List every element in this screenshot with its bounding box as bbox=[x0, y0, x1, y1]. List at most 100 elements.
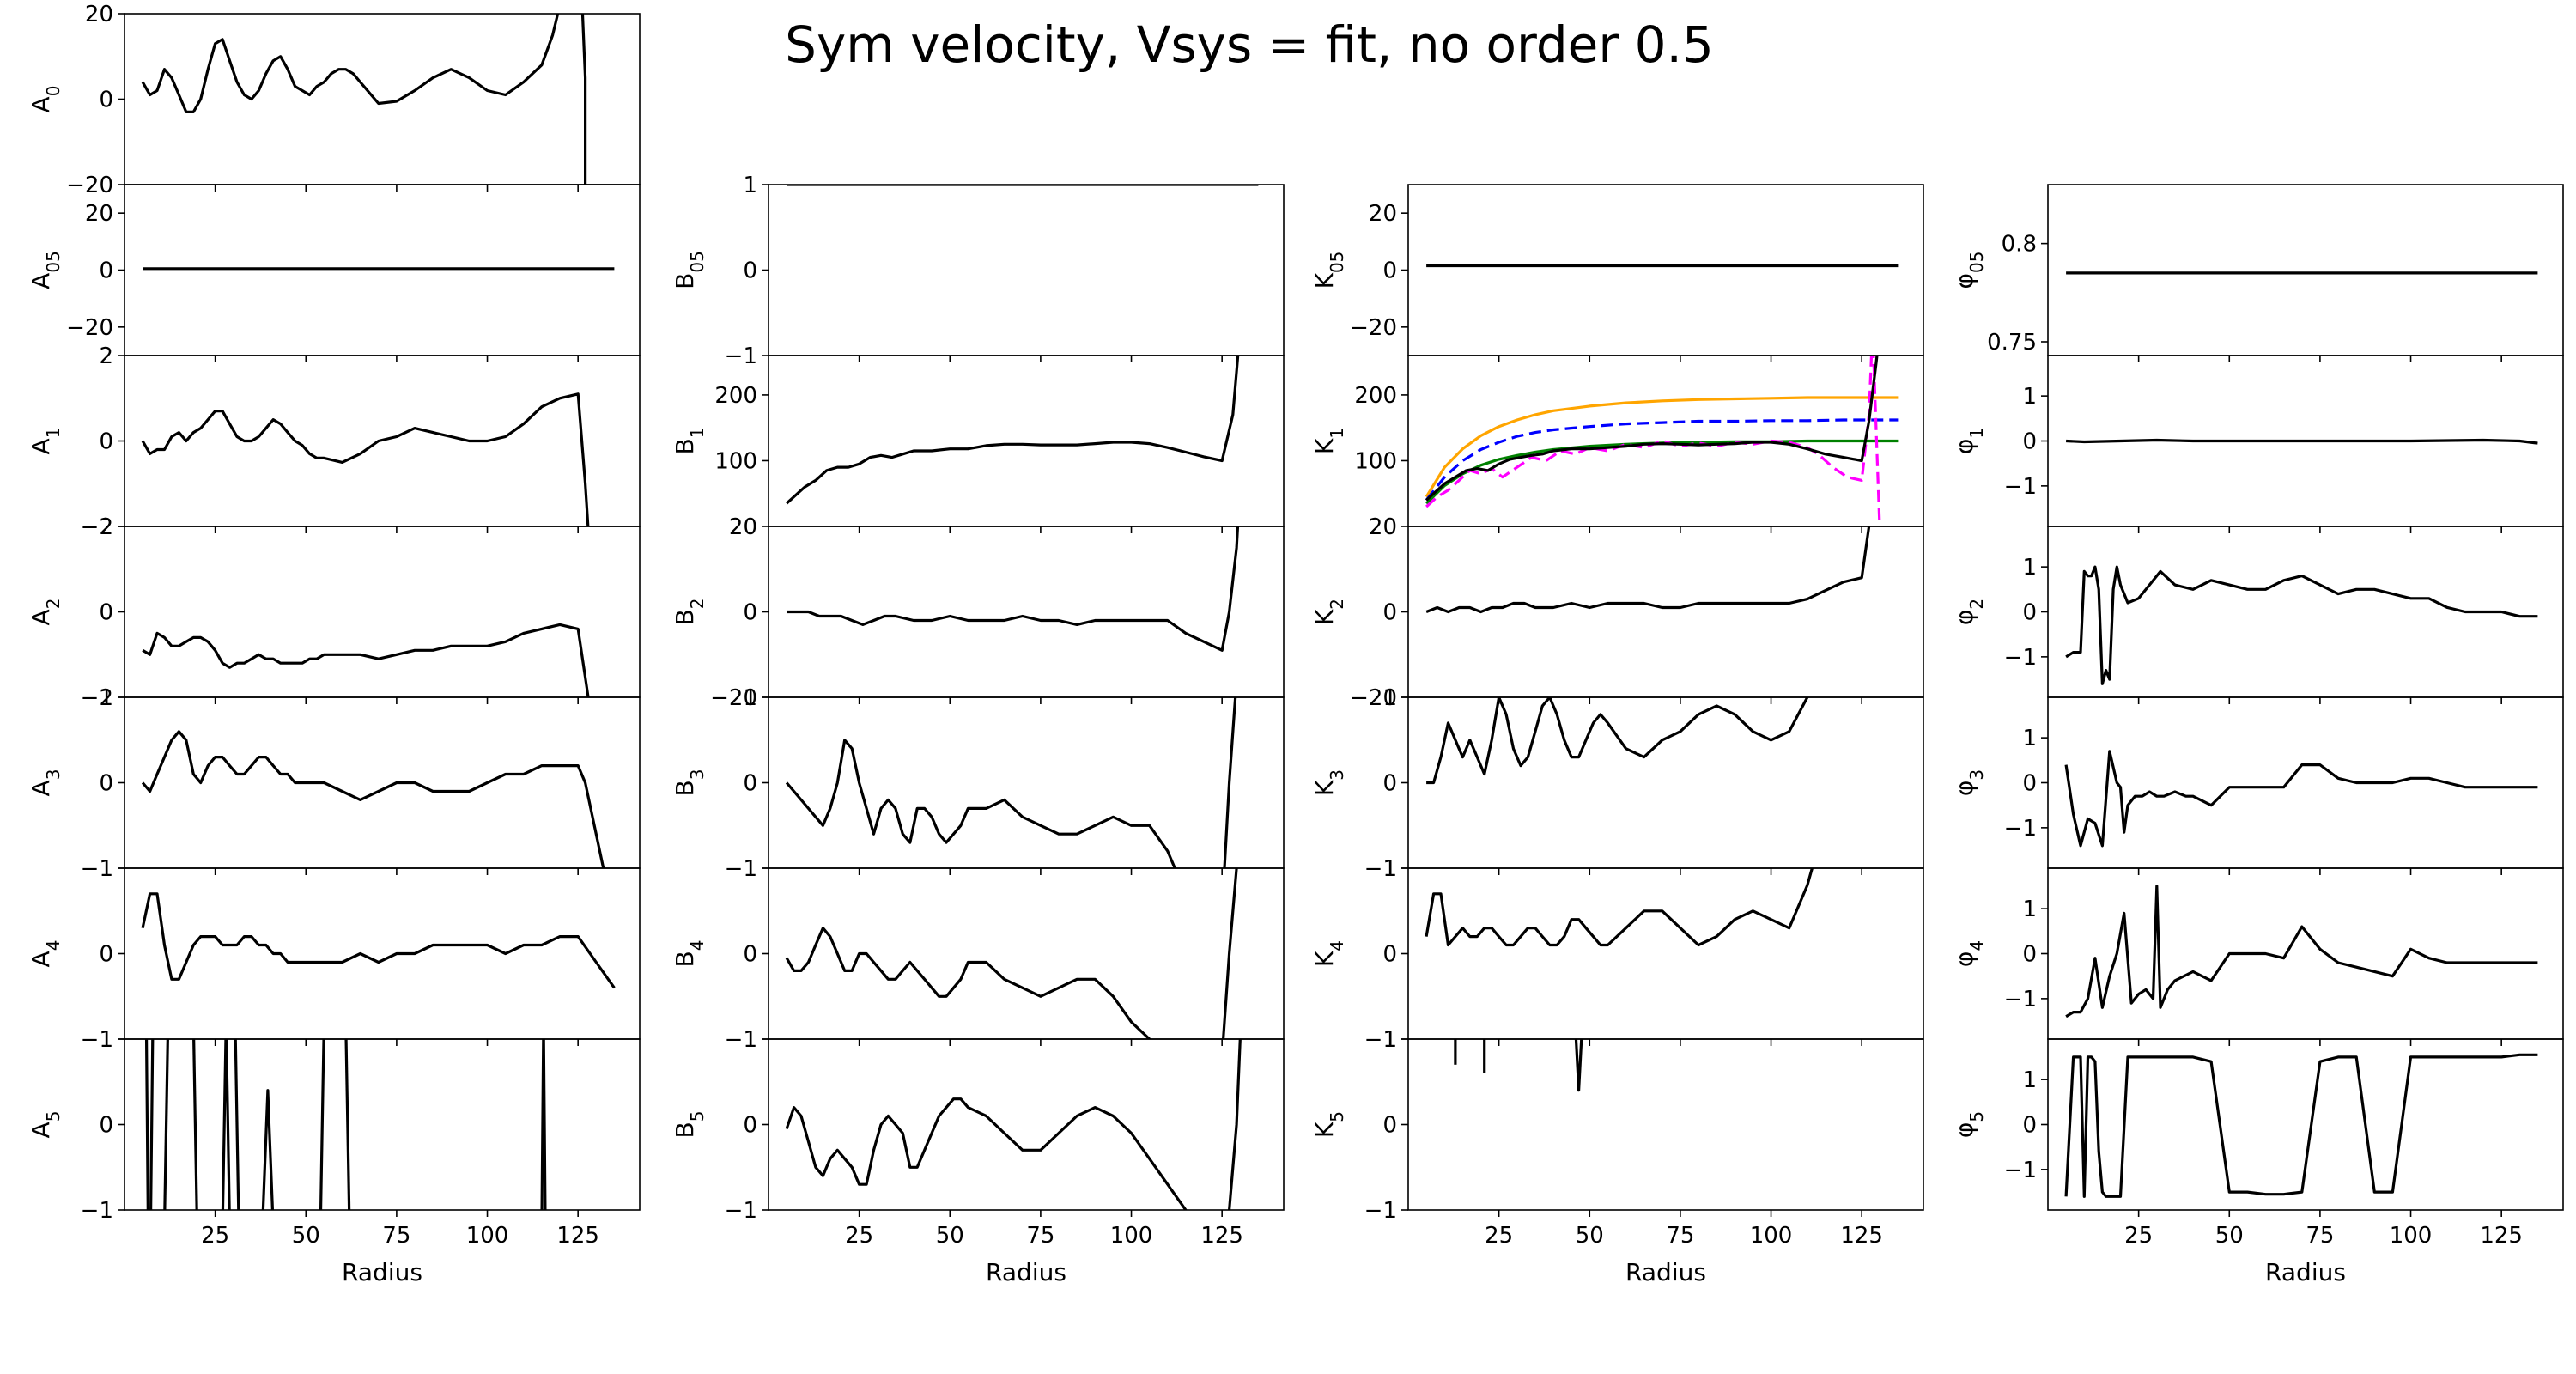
y-tick-label: 0 bbox=[1382, 600, 1397, 626]
y-tick-label: 0 bbox=[743, 258, 757, 284]
series-line-A4-0 bbox=[141, 892, 616, 989]
y-tick-label: 2 bbox=[99, 514, 113, 540]
y-tick-label: 0 bbox=[2022, 600, 2037, 626]
series-line-B2-0 bbox=[787, 526, 1240, 652]
y-tick-label: 0 bbox=[99, 600, 113, 626]
y-axis-label: K05 bbox=[1310, 252, 1347, 289]
panel-phi05: 0.75 0.8 φ05 bbox=[1950, 184, 2564, 362]
axes-frame bbox=[1407, 526, 1924, 698]
y-axis-label: B4 bbox=[671, 940, 708, 968]
y-tick-label: −1 bbox=[2004, 474, 2037, 500]
series-group bbox=[785, 868, 1238, 1039]
y-tick-label: −1 bbox=[1364, 1027, 1397, 1053]
y-tick-label: −20 bbox=[1350, 315, 1397, 341]
series-line-K1-4 bbox=[1425, 356, 1879, 502]
x-tick-label: 25 bbox=[845, 1223, 873, 1249]
y-tick-label: −1 bbox=[2004, 816, 2037, 842]
series-line-A5-4 bbox=[234, 1039, 240, 1210]
y-tick-label: 1 bbox=[1382, 685, 1397, 711]
series-line-phi3-0 bbox=[2064, 750, 2538, 848]
y-tick-label: 0 bbox=[1382, 942, 1397, 968]
y-axis-label: B1 bbox=[671, 428, 708, 455]
y-tick-label: 0 bbox=[99, 258, 113, 284]
y-tick-label: 1 bbox=[2022, 726, 2037, 751]
series-line-K2-0 bbox=[1425, 526, 1871, 614]
y-tick-label: 20 bbox=[1369, 514, 1397, 540]
axes-frame bbox=[768, 867, 1285, 1040]
series-line-K1-3 bbox=[1425, 356, 1881, 526]
series-line-phi1-0 bbox=[2066, 438, 2538, 445]
series-group bbox=[2065, 565, 2538, 685]
panel-A3: −1 0 1 A3 bbox=[27, 685, 641, 882]
panel-K4: −1 0 1 K4 bbox=[1310, 856, 1924, 1053]
axes-frame bbox=[1407, 867, 1924, 1040]
y-tick-label: 1 bbox=[2022, 555, 2037, 581]
y-tick-label: −20 bbox=[66, 173, 113, 198]
y-tick-label: 1 bbox=[2022, 1067, 2037, 1093]
panel-B4: −1 0 1 B4 bbox=[671, 856, 1285, 1053]
x-tick-label: 100 bbox=[1750, 1223, 1793, 1249]
panel-K05: −20 0 20 K05 bbox=[1310, 184, 1924, 362]
panel-K2: −20 0 20 K2 bbox=[1310, 514, 1924, 711]
series-line-phi4-0 bbox=[2065, 885, 2538, 1018]
series-group bbox=[2064, 1053, 2538, 1198]
y-tick-label: −20 bbox=[66, 315, 113, 341]
series-line-K3-0 bbox=[1426, 697, 1809, 785]
series-line-A3-0 bbox=[141, 730, 605, 868]
x-tick-label: 75 bbox=[382, 1223, 410, 1249]
y-tick-label: 1 bbox=[743, 1027, 757, 1053]
y-axis-label: φ5 bbox=[1950, 1111, 1987, 1138]
series-line-A5-8 bbox=[540, 1039, 547, 1210]
y-tick-label: 20 bbox=[1369, 201, 1397, 227]
y-tick-label: 2 bbox=[99, 344, 113, 369]
y-tick-label: 0 bbox=[743, 771, 757, 797]
panel-A05: −20 0 20 A05 bbox=[27, 184, 641, 362]
x-tick-label: 25 bbox=[2124, 1223, 2153, 1249]
y-tick-label: 1 bbox=[743, 173, 757, 198]
y-tick-label: 0 bbox=[743, 1113, 757, 1139]
series-group bbox=[141, 392, 590, 526]
axes-frame bbox=[1407, 184, 1924, 356]
y-tick-label: 100 bbox=[714, 448, 757, 474]
y-tick-label: 0 bbox=[743, 600, 757, 626]
axes-frame bbox=[2047, 696, 2564, 869]
series-line-phi2-0 bbox=[2065, 565, 2538, 685]
axes-frame bbox=[124, 526, 641, 698]
axes-frame bbox=[2047, 184, 2564, 356]
panel-phi2: −1 0 1 φ2 bbox=[1950, 526, 2564, 704]
y-tick-label: −2 bbox=[81, 514, 113, 540]
y-tick-label: 200 bbox=[1354, 383, 1397, 409]
y-axis-label: A1 bbox=[27, 428, 64, 455]
series-line-K1-1 bbox=[1425, 418, 1899, 502]
y-tick-label: 1 bbox=[99, 856, 113, 882]
panel-A1: −2 0 2 A1 bbox=[27, 344, 641, 540]
panel-B3: −1 0 1 B3 bbox=[671, 685, 1285, 882]
y-tick-label: 1 bbox=[99, 1027, 113, 1053]
series-line-K1-0 bbox=[1425, 396, 1899, 498]
series-line-A2-0 bbox=[142, 623, 590, 697]
y-axis-label: K5 bbox=[1310, 1111, 1347, 1138]
x-tick-label: 125 bbox=[1840, 1223, 1883, 1249]
y-axis-label: A4 bbox=[27, 940, 64, 968]
series-line-B5-0 bbox=[785, 1039, 1242, 1210]
series-group bbox=[785, 1039, 1242, 1210]
series-line-K1-2 bbox=[1425, 439, 1899, 505]
y-tick-label: −2 bbox=[81, 685, 113, 711]
axes-frame bbox=[768, 1038, 1285, 1211]
panel-phi1: −1 0 1 φ1 bbox=[1950, 355, 2564, 533]
y-tick-label: 0 bbox=[99, 1113, 113, 1139]
series-group bbox=[1426, 697, 1809, 785]
panel-B2: −20 0 20 B2 bbox=[671, 514, 1285, 711]
axes-frame bbox=[124, 867, 641, 1040]
y-tick-label: 1 bbox=[1382, 1027, 1397, 1053]
series-line-A0-0 bbox=[141, 14, 587, 185]
y-axis-label: K2 bbox=[1310, 599, 1347, 625]
y-tick-label: 0 bbox=[1382, 771, 1397, 797]
y-axis-label: φ05 bbox=[1950, 252, 1987, 289]
y-tick-label: −1 bbox=[725, 1027, 757, 1053]
y-axis-label: A2 bbox=[27, 599, 64, 626]
series-group bbox=[1425, 868, 1814, 947]
y-tick-label: −1 bbox=[1364, 856, 1397, 882]
x-tick-label: 75 bbox=[1666, 1223, 1694, 1249]
